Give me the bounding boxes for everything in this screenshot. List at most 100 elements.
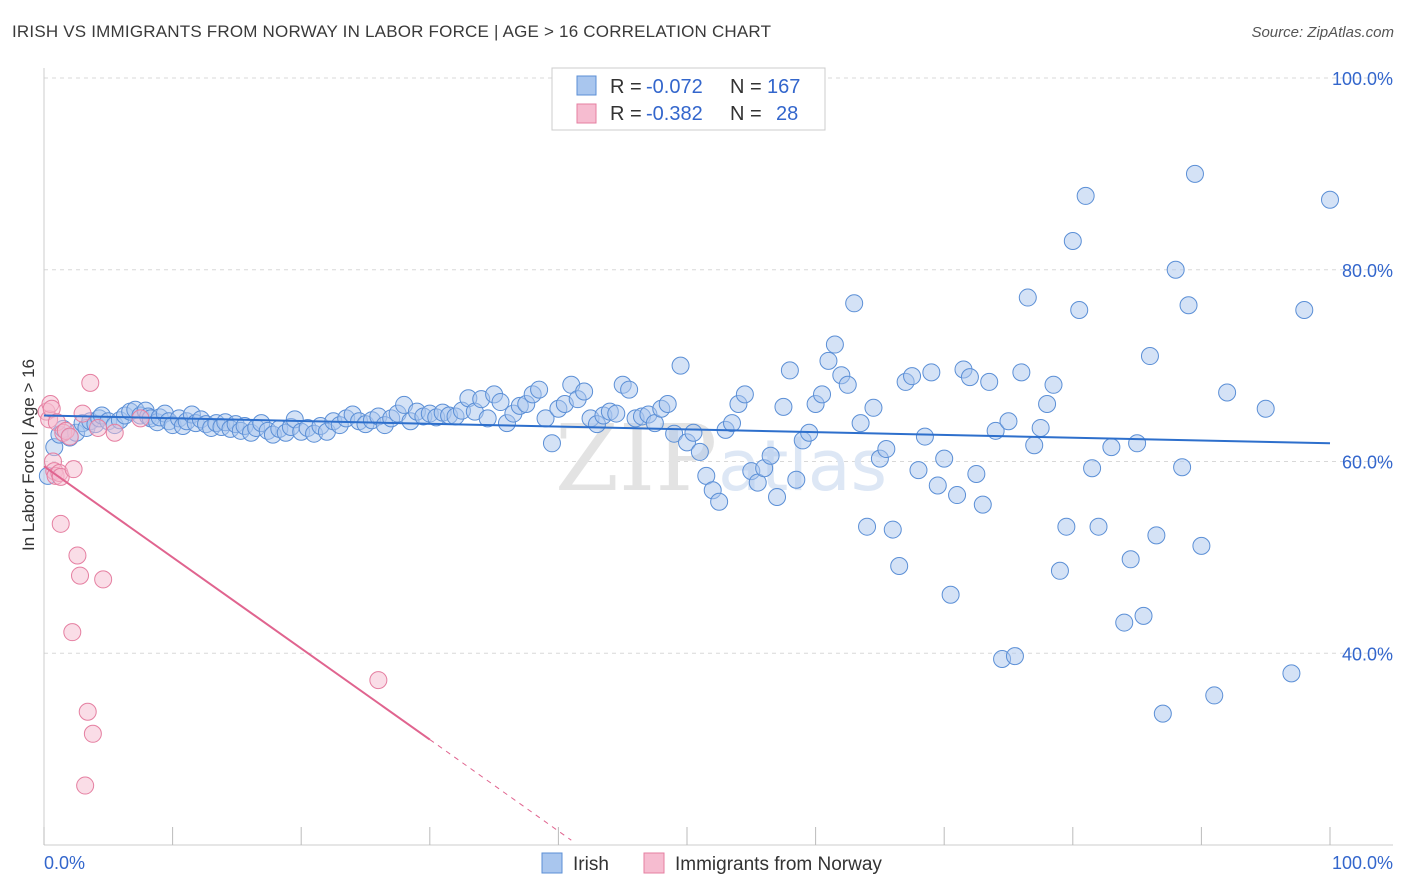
irish-point-176 [1102, 438, 1121, 457]
chart-source: Source: ZipAtlas.com [1251, 24, 1394, 41]
legend-n-value-irish: 167 [767, 76, 800, 98]
chart-title: IRISH VS IMMIGRANTS FROM NORWAY IN LABOR… [12, 22, 772, 41]
irish-point-128 [787, 470, 806, 489]
irish-point-183 [1153, 704, 1172, 723]
irish-point-173 [1076, 186, 1095, 205]
legend-n-value-norway: 28 [776, 103, 798, 125]
irish-point-161 [999, 412, 1018, 431]
series-irish-points [38, 164, 1339, 723]
norway-point-23 [73, 404, 92, 423]
legend-swatch-norway [576, 103, 597, 124]
irish-point-153 [948, 486, 967, 505]
irish-point-125 [768, 487, 787, 506]
irish-point-175 [1089, 517, 1108, 536]
irish-point-124 [761, 446, 780, 465]
gridlines [44, 77, 1393, 654]
irish-point-116 [710, 492, 729, 511]
bottom-legend-label-irish: Irish [573, 854, 609, 875]
irish-point-155 [960, 368, 979, 387]
irish-point-172 [1070, 301, 1089, 320]
irish-point-156 [967, 464, 986, 483]
irish-point-137 [845, 294, 864, 313]
irish-point-144 [890, 557, 909, 576]
irish-point-150 [928, 476, 947, 495]
series-legend: Irish Immigrants from Norway [541, 852, 882, 875]
norway-point-13 [64, 460, 83, 479]
axes [43, 68, 1393, 846]
irish-point-163 [1012, 363, 1031, 382]
irish-point-162 [1005, 647, 1024, 666]
irish-point-194 [1321, 190, 1339, 209]
irish-point-138 [851, 414, 870, 433]
bottom-legend-swatch-norway [643, 852, 665, 874]
trend-line-irish [43, 414, 1331, 445]
irish-point-112 [684, 423, 703, 442]
irish-point-185 [1173, 458, 1192, 477]
irish-point-127 [780, 361, 799, 380]
irish-point-142 [877, 440, 896, 459]
irish-point-146 [903, 367, 922, 386]
legend-box [551, 67, 826, 131]
irish-point-169 [1050, 561, 1069, 580]
irish-point-164 [1018, 288, 1037, 307]
irish-point-186 [1179, 296, 1198, 315]
irish-point-139 [858, 517, 877, 536]
norway-point-16 [71, 566, 90, 585]
y-tick-labels: 40.0% 60.0% 80.0% 100.0% [1332, 69, 1393, 664]
legend-swatch-irish [576, 75, 597, 96]
norway-point-15 [68, 546, 87, 565]
irish-point-188 [1192, 536, 1211, 555]
y-tick-label-3: 100.0% [1332, 69, 1393, 89]
irish-point-80 [478, 409, 497, 428]
irish-point-134 [825, 335, 844, 354]
y-axis-label: In Labor Force | Age > 16 [19, 359, 38, 551]
irish-point-90 [542, 434, 561, 453]
norway-point-12 [60, 427, 79, 446]
norway-point-22 [81, 373, 100, 392]
legend-r-label-irish: R = [610, 76, 642, 98]
irish-point-187 [1185, 164, 1204, 183]
irish-point-143 [883, 520, 902, 539]
correlation-legend: R = -0.072 N = 167 R = -0.382 N = 28 [551, 67, 826, 131]
x-tick-label-1: 100.0% [1332, 853, 1393, 873]
irish-point-132 [813, 385, 832, 404]
norway-point-14 [51, 514, 70, 533]
irish-point-102 [620, 380, 639, 399]
irish-point-149 [922, 363, 941, 382]
irish-point-190 [1218, 383, 1237, 402]
trend-line-norway-extension [429, 739, 572, 841]
irish-point-147 [909, 461, 928, 480]
irish-point-191 [1256, 399, 1275, 418]
legend-r-label-norway: R = [610, 103, 642, 125]
irish-point-168 [1044, 375, 1063, 394]
irish-point-151 [935, 449, 954, 468]
irish-point-158 [980, 372, 999, 391]
irish-point-182 [1147, 526, 1166, 545]
irish-point-167 [1038, 394, 1057, 413]
y-tick-label-1: 60.0% [1342, 453, 1393, 473]
norway-point-18 [83, 724, 102, 743]
norway-point-24 [89, 418, 108, 437]
irish-point-177 [1115, 613, 1134, 632]
series-norway-points [37, 373, 388, 795]
irish-point-82 [491, 393, 510, 412]
irish-point-179 [1128, 434, 1147, 453]
legend-n-label-irish: N = [730, 76, 762, 98]
irish-point-189 [1205, 686, 1224, 705]
norway-point-19 [63, 623, 82, 642]
x-tick-label-0: 0.0% [44, 853, 85, 873]
norway-point-21 [94, 570, 113, 589]
norway-point-20 [76, 776, 95, 795]
irish-point-95 [575, 382, 594, 401]
irish-point-166 [1031, 418, 1050, 437]
trend-lines [43, 414, 1331, 841]
irish-point-108 [658, 394, 677, 413]
irish-point-118 [723, 414, 742, 433]
irish-point-170 [1057, 517, 1076, 536]
trend-line-norway [43, 465, 431, 741]
x-tick-labels: 0.0% 100.0% [44, 853, 1393, 873]
irish-point-88 [530, 380, 549, 399]
irish-point-133 [819, 351, 838, 370]
irish-point-120 [735, 385, 754, 404]
